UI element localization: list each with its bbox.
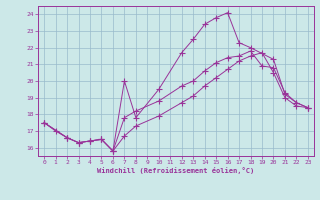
X-axis label: Windchill (Refroidissement éolien,°C): Windchill (Refroidissement éolien,°C) [97,167,255,174]
